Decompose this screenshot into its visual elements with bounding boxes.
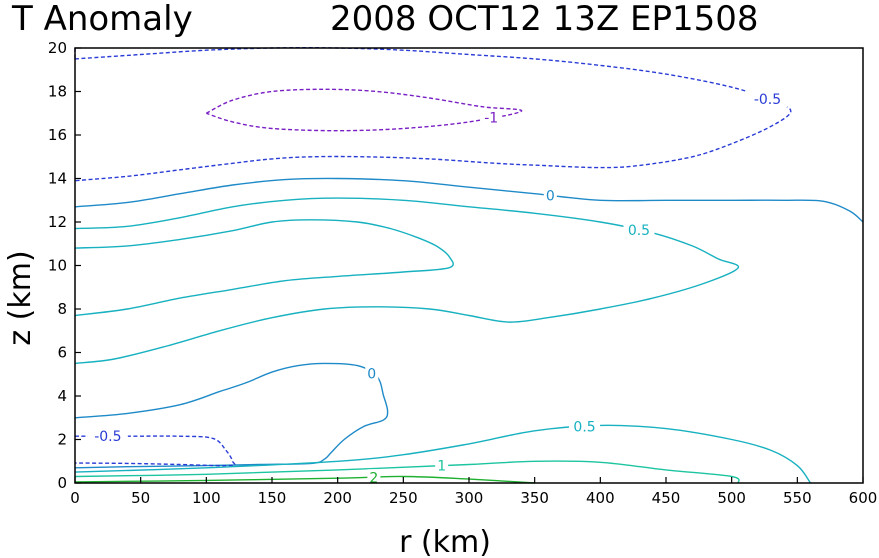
y-tick-label: 20 [48, 39, 67, 57]
contour-label: -0.5 [754, 92, 781, 108]
contour-line [74, 475, 535, 484]
y-tick-label: 4 [57, 387, 67, 405]
x-tick-label: 150 [258, 489, 287, 507]
x-axis-label: r (km) [399, 525, 491, 558]
contour-line [74, 177, 864, 223]
contour-label-background [367, 469, 381, 486]
chart-title-left: T Anomaly [11, 0, 193, 39]
contour-line [74, 460, 740, 484]
contour-line [74, 424, 812, 484]
y-tick-label: 6 [57, 344, 67, 362]
contour-label: 0.5 [573, 420, 595, 436]
y-axis-label: z (km) [3, 250, 38, 345]
contour-label-background [623, 221, 655, 238]
x-tick-label: 50 [131, 489, 150, 507]
contour-label: -1 [484, 110, 498, 126]
contour-line [205, 88, 523, 132]
y-axis-ticks: 0 2 4 6 8 10 12 14 16 18 20 [48, 39, 81, 492]
y-tick-label: 12 [48, 213, 67, 231]
contour-label: -0.5 [94, 429, 121, 445]
contour-label: 2 [369, 470, 378, 486]
y-tick-label: 14 [48, 170, 67, 188]
y-tick-label: 18 [48, 83, 67, 101]
contour-label-background [87, 428, 128, 445]
contour-line [74, 219, 454, 317]
x-tick-label: 200 [323, 489, 352, 507]
x-tick-label: 400 [586, 489, 615, 507]
x-tick-label: 350 [520, 489, 549, 507]
x-tick-label: 550 [783, 489, 812, 507]
contour-line [74, 362, 389, 469]
contour-line [74, 47, 792, 182]
x-tick-label: 600 [849, 489, 878, 507]
contour-label-background [365, 365, 379, 382]
contour-labels: -0.5 -1 0 0.5 0 -0.5 0.5 1 2 [87, 91, 788, 486]
x-tick-label: 250 [389, 489, 418, 507]
x-tick-label: 300 [455, 489, 484, 507]
plot-frame [74, 47, 864, 484]
x-axis-ticks: 0 50 100 150 200 250 300 350 400 450 500 550 600 [70, 477, 877, 507]
contour-label-background [480, 109, 503, 126]
chart-title-right: 2008 OCT12 13Z EP1508 [330, 0, 759, 39]
x-tick-label: 100 [192, 489, 221, 507]
contour-label: 0.5 [628, 223, 650, 239]
x-tick-label: 450 [652, 489, 681, 507]
contour-label: 0 [367, 366, 376, 382]
contour-line [74, 435, 236, 467]
contour-label: 1 [437, 459, 446, 475]
contour-label: 0 [546, 188, 555, 204]
y-tick-label: 10 [48, 257, 67, 275]
contour-line [74, 197, 740, 365]
contour-label-background [543, 187, 557, 204]
contour-label-background [435, 457, 449, 474]
x-tick-label: 0 [70, 489, 80, 507]
y-tick-label: 0 [57, 474, 67, 492]
y-tick-label: 16 [48, 126, 67, 144]
y-tick-label: 8 [57, 300, 67, 318]
y-tick-label: 2 [57, 431, 67, 449]
contour-label-background [569, 418, 601, 435]
contour-lines [74, 47, 864, 484]
contour-label-background [747, 91, 788, 108]
x-tick-label: 500 [717, 489, 746, 507]
